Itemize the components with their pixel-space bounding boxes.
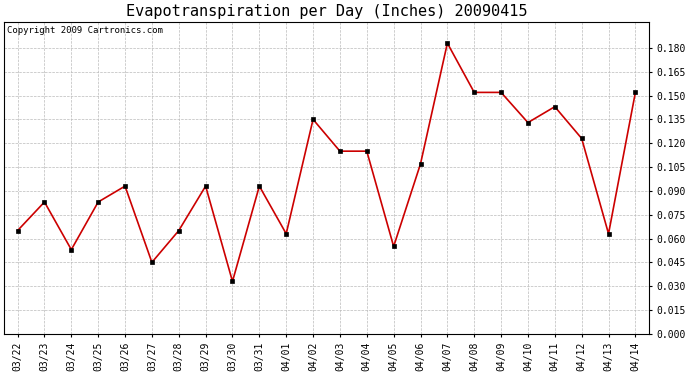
Text: Copyright 2009 Cartronics.com: Copyright 2009 Cartronics.com	[8, 26, 164, 35]
Title: Evapotranspiration per Day (Inches) 20090415: Evapotranspiration per Day (Inches) 2009…	[126, 4, 527, 19]
